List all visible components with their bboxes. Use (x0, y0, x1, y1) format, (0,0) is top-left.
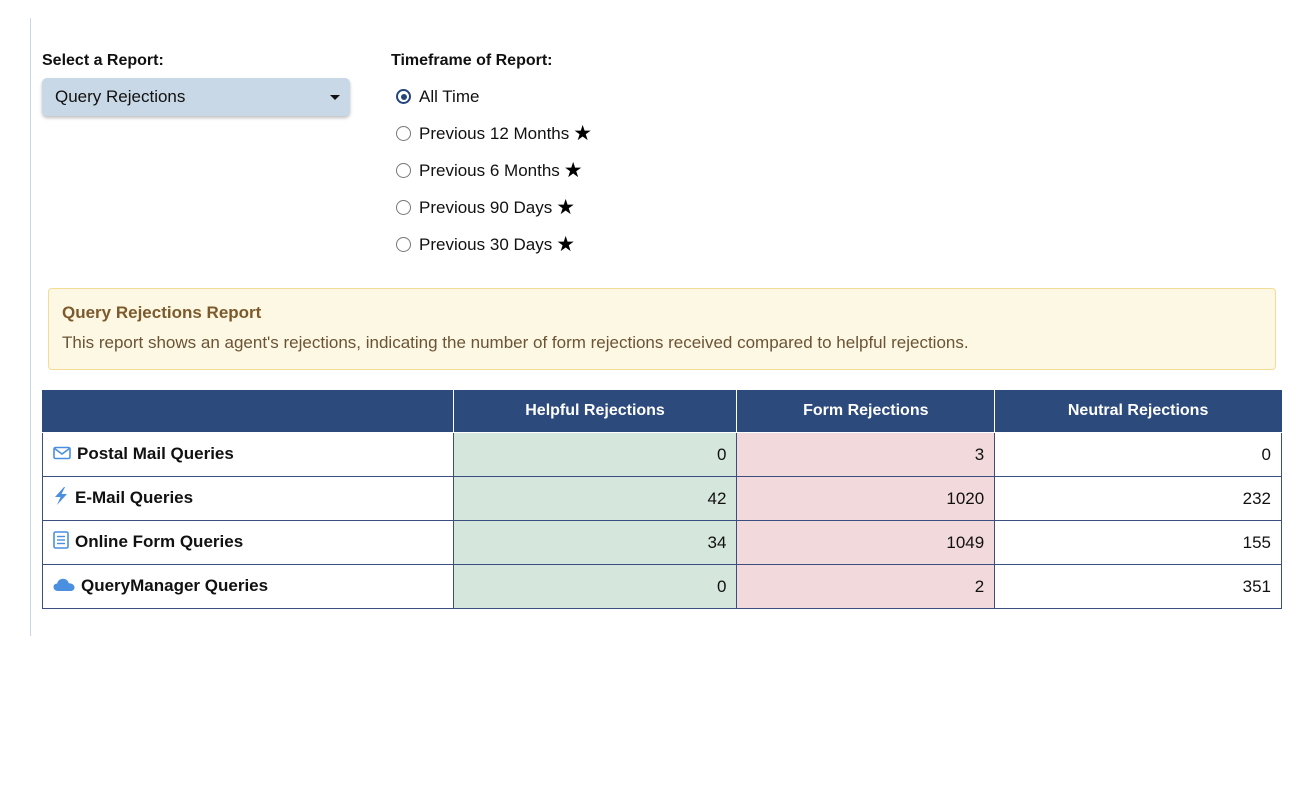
timeframe-option-label: Previous 30 Days (419, 234, 553, 254)
timeframe-option-label: Previous 90 Days (419, 197, 553, 217)
radio-button[interactable] (396, 126, 411, 141)
report-info-box: Query Rejections Report This report show… (48, 288, 1276, 370)
timeframe-option-30-days[interactable]: Previous 30 Days ★ (391, 226, 592, 263)
radio-button[interactable] (396, 163, 411, 178)
star-icon: ★ (556, 196, 576, 219)
form-cell: 3 (736, 432, 996, 477)
cloud-icon (53, 577, 75, 597)
document-icon (53, 531, 69, 554)
star-icon: ★ (563, 159, 583, 182)
rejections-table: Helpful Rejections Form Rejections Neutr… (42, 390, 1282, 609)
report-select-group: Select a Report: Query Rejections (42, 52, 350, 116)
timeframe-option-6-months[interactable]: Previous 6 Months ★ (391, 152, 592, 189)
row-label: E-Mail Queries (75, 487, 194, 507)
neutral-cell: 155 (994, 520, 1282, 565)
timeframe-option-12-months[interactable]: Previous 12 Months ★ (391, 115, 592, 152)
star-icon: ★ (573, 122, 593, 145)
table-row: QueryManager Queries 0 2 351 (42, 564, 1282, 609)
radio-button-checked[interactable] (396, 89, 411, 104)
radio-button[interactable] (396, 237, 411, 252)
row-label-cell: Online Form Queries (42, 520, 454, 565)
lightning-bolt-icon (53, 487, 69, 510)
table-row: Online Form Queries 34 1049 155 (42, 520, 1282, 565)
caret-down-icon (330, 94, 340, 100)
table-row: Postal Mail Queries 0 3 0 (42, 432, 1282, 477)
neutral-cell: 351 (994, 564, 1282, 609)
helpful-cell: 34 (452, 520, 738, 565)
neutral-cell: 232 (994, 476, 1282, 521)
row-label: Online Form Queries (75, 531, 244, 551)
helpful-cell: 0 (452, 432, 738, 477)
table-header-helpful: Helpful Rejections (452, 390, 738, 433)
left-vertical-rule (30, 18, 31, 636)
row-label-cell: Postal Mail Queries (42, 432, 454, 477)
form-cell: 1020 (736, 476, 996, 521)
report-select-value: Query Rejections (55, 87, 186, 106)
timeframe-label: Timeframe of Report: (391, 52, 553, 69)
row-label-cell: E-Mail Queries (42, 476, 454, 521)
form-cell: 2 (736, 564, 996, 609)
form-cell: 1049 (736, 520, 996, 565)
report-info-title: Query Rejections Report (62, 303, 262, 322)
row-label: Postal Mail Queries (77, 444, 234, 464)
timeframe-option-all-time[interactable]: All Time (391, 78, 592, 115)
row-label: QueryManager Queries (81, 576, 269, 596)
helpful-cell: 42 (452, 476, 738, 521)
report-select-dropdown[interactable]: Query Rejections (42, 78, 350, 116)
helpful-cell: 0 (452, 564, 738, 609)
timeframe-option-90-days[interactable]: Previous 90 Days ★ (391, 189, 592, 226)
report-select-label: Select a Report: (42, 52, 164, 69)
row-label-cell: QueryManager Queries (42, 564, 454, 609)
timeframe-option-label: All Time (419, 86, 480, 106)
neutral-cell: 0 (994, 432, 1282, 477)
table-header-neutral: Neutral Rejections (994, 390, 1282, 433)
table-header-form: Form Rejections (736, 390, 996, 433)
timeframe-group: Timeframe of Report: All Time Previous 1… (391, 52, 592, 263)
timeframe-option-label: Previous 6 Months (419, 160, 560, 180)
timeframe-option-label: Previous 12 Months (419, 123, 570, 143)
table-header-blank (42, 390, 454, 433)
table-header-row: Helpful Rejections Form Rejections Neutr… (42, 390, 1282, 433)
report-info-description: This report shows an agent's rejections,… (62, 333, 969, 352)
radio-button[interactable] (396, 200, 411, 215)
envelope-icon (53, 445, 71, 465)
table-row: E-Mail Queries 42 1020 232 (42, 476, 1282, 521)
star-icon: ★ (556, 233, 576, 256)
